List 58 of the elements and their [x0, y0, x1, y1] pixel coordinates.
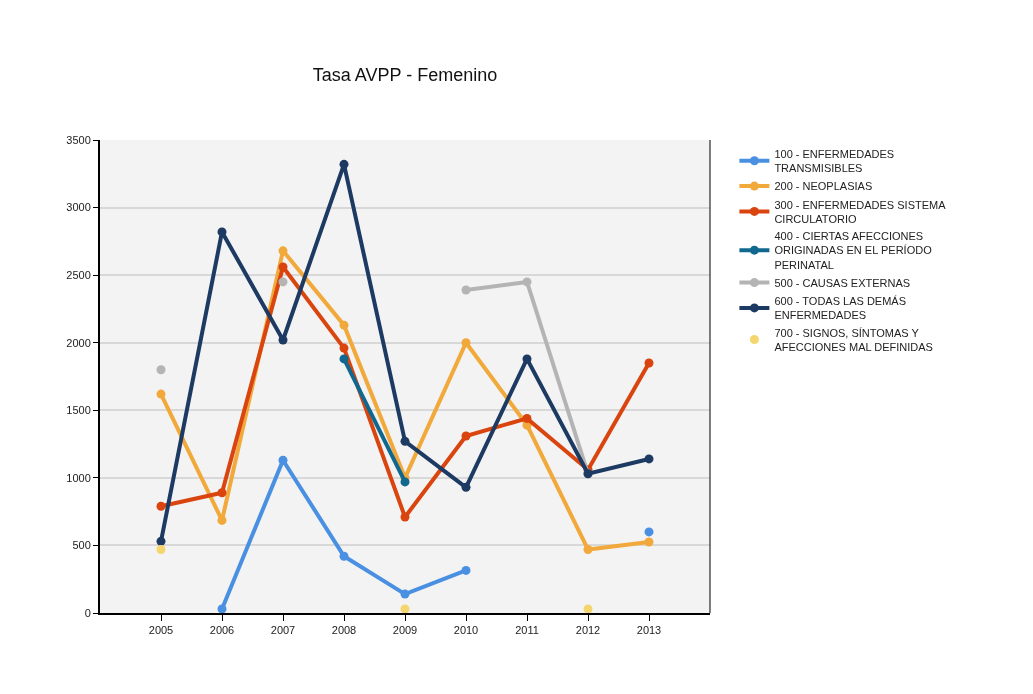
point — [339, 343, 349, 353]
point — [522, 354, 532, 364]
point — [522, 413, 532, 423]
x-tick-label: 2012 — [575, 624, 601, 637]
point — [278, 262, 288, 272]
point — [339, 551, 349, 561]
point — [400, 589, 410, 599]
point — [278, 246, 288, 256]
point — [217, 488, 227, 498]
y-tick-label: 2000 — [66, 336, 91, 349]
y-tick-label: 500 — [72, 539, 91, 552]
point — [156, 544, 166, 554]
x-tick-label: 2007 — [270, 624, 296, 637]
point — [339, 159, 349, 169]
point — [400, 477, 410, 487]
point — [461, 565, 471, 575]
point — [461, 431, 471, 441]
legend-label: 200 - NEOPLASIAS — [774, 180, 873, 193]
point — [644, 358, 654, 368]
y-tick-label: 1000 — [66, 471, 91, 484]
point — [339, 320, 349, 330]
point — [522, 277, 532, 287]
point — [400, 436, 410, 446]
point — [644, 537, 654, 547]
y-tick-label: 2500 — [66, 268, 91, 281]
y-tick-label: 3500 — [66, 133, 91, 146]
x-tick-label: 2013 — [636, 624, 662, 637]
legend-label: 100 - ENFERMEDADES TRANSMISIBLES — [774, 147, 895, 175]
legend-label: 700 - SIGNOS, SÍNTOMAS Y AFECCIONES MAL DEFINIDAS — [774, 326, 933, 353]
x-tick-label: 2006 — [209, 624, 235, 637]
point — [400, 512, 410, 522]
point — [583, 544, 593, 554]
point — [278, 455, 288, 465]
point — [583, 604, 593, 613]
point — [278, 335, 288, 345]
legend-label: 500 - CAUSAS EXTERNAS — [774, 276, 911, 289]
point — [339, 354, 349, 364]
point — [156, 501, 166, 511]
x-tick-label: 2005 — [148, 624, 174, 637]
x-tick-label: 2008 — [331, 624, 357, 637]
point — [644, 454, 654, 464]
x-tick-label: 2011 — [515, 624, 539, 637]
point — [217, 604, 227, 613]
point — [461, 482, 471, 492]
legend-label: 600 - TODAS LAS DEMÁS ENFERMEDADES — [774, 295, 907, 322]
point — [400, 604, 410, 613]
y-tick-label: 1500 — [66, 404, 91, 417]
point — [461, 285, 471, 295]
legend-label: 400 - CIERTAS AFECCIONES ORIGINADAS EN EL PERÍODO PERINATAL — [774, 230, 933, 271]
x-tick-label: 2009 — [392, 624, 418, 637]
point — [156, 389, 166, 399]
point — [461, 338, 471, 348]
y-tick-label: 3000 — [66, 201, 91, 214]
chart-title: Tasa AVPP - Femenino — [312, 64, 498, 85]
point — [217, 227, 227, 237]
legend-label: 300 - ENFERMEDADES SISTEMA CIRCULATORIO — [774, 198, 947, 225]
x-tick-label: 2010 — [453, 624, 479, 637]
y-tick-label: 0 — [84, 606, 91, 619]
